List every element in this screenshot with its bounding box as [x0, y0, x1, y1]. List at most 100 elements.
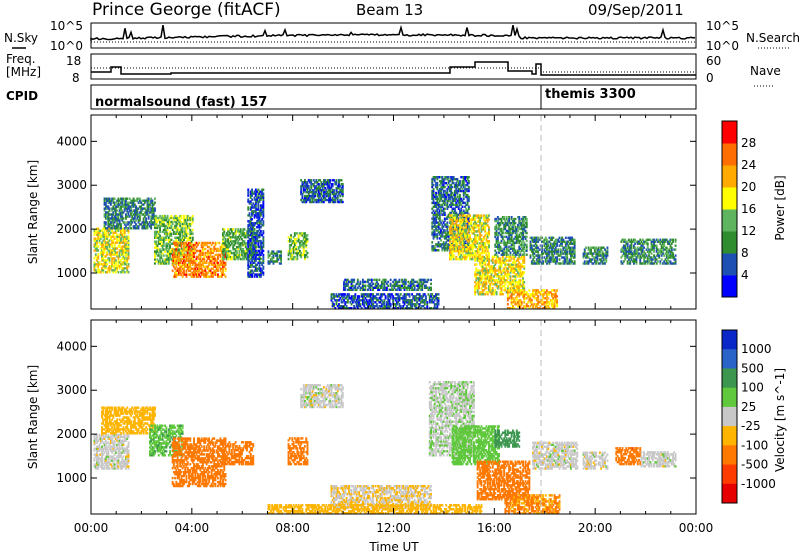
echo-cell	[409, 299, 412, 302]
echo-cell	[446, 205, 449, 208]
echo-cell	[178, 273, 180, 276]
echo-cell	[475, 269, 478, 272]
echo-cell	[118, 209, 121, 212]
echo-cell	[438, 205, 441, 208]
echo-cell	[447, 178, 450, 181]
echo-cell	[409, 286, 412, 289]
echo-cell	[300, 179, 303, 182]
echo-cell	[126, 259, 129, 262]
echo-cell	[451, 244, 454, 247]
echo-cell	[127, 253, 130, 256]
echo-cell	[441, 247, 444, 250]
echo-cell	[456, 193, 459, 197]
echo-cell	[372, 295, 374, 298]
echo-cell	[474, 216, 477, 219]
echo-cell	[322, 181, 325, 184]
echo-cell	[121, 219, 124, 222]
echo-cell	[340, 305, 343, 308]
echo-cell	[249, 243, 252, 247]
echo-cell	[350, 299, 353, 302]
echo-cell	[438, 189, 441, 193]
echo-cell	[329, 181, 332, 184]
echo-cell	[189, 253, 192, 257]
echo-cell	[200, 259, 203, 262]
echo-cell	[183, 252, 185, 255]
echo-cell	[331, 301, 334, 304]
echo-cell	[413, 288, 416, 291]
echo-cell	[272, 252, 275, 255]
echo-cell	[450, 251, 453, 255]
echo-cell	[455, 222, 458, 225]
echo-cell	[259, 210, 262, 213]
echo-cell	[257, 218, 260, 221]
echo-cell	[220, 257, 223, 260]
echo-cell	[442, 221, 445, 224]
echo-cell	[460, 218, 463, 221]
echo-cell	[446, 207, 449, 210]
echo-cell	[353, 307, 356, 310]
echo-cell	[146, 221, 149, 224]
echo-cell	[491, 293, 494, 296]
echo-cell	[220, 275, 223, 278]
echo-cell	[268, 260, 271, 263]
echo-cell	[311, 189, 314, 192]
echo-cell	[175, 247, 178, 251]
echo-cell	[121, 235, 124, 238]
echo-cell	[402, 295, 405, 298]
echo-cell	[460, 250, 463, 253]
echo-cell	[310, 185, 313, 188]
echo-cell	[484, 281, 487, 284]
echo-cell	[238, 250, 241, 253]
echo-cell	[488, 246, 490, 249]
echo-cell	[248, 200, 251, 203]
echo-cell	[304, 250, 306, 253]
echo-cell	[190, 267, 193, 270]
echo-cell	[483, 222, 485, 225]
echo-cell	[126, 249, 129, 252]
echo-cell	[427, 293, 430, 296]
echo-cell	[125, 247, 127, 250]
echo-cell	[489, 279, 492, 282]
echo-cell	[300, 185, 303, 188]
echo-cell	[112, 223, 115, 226]
echo-cell	[491, 279, 494, 282]
echo-cell	[204, 251, 207, 255]
echo-cell	[257, 188, 260, 191]
echo-cell	[165, 242, 168, 245]
echo-cell	[465, 230, 468, 233]
echo-cell	[423, 303, 426, 306]
echo-cell	[121, 199, 124, 202]
echo-cell	[456, 257, 459, 261]
echo-cell	[191, 275, 194, 278]
echo-cell	[466, 238, 469, 241]
echo-cell	[462, 250, 465, 253]
echo-cell	[257, 204, 260, 207]
echo-cell	[166, 244, 169, 247]
echo-cell	[409, 303, 412, 306]
echo-cell	[475, 240, 478, 243]
echo-cell	[262, 208, 265, 211]
echo-cell	[447, 235, 450, 238]
echo-cell	[233, 251, 236, 255]
echo-cell	[485, 267, 488, 270]
echo-cell	[133, 225, 136, 228]
echo-cell	[102, 247, 105, 250]
echo-cell	[403, 282, 406, 286]
echo-cell	[252, 271, 255, 274]
echo-cell	[418, 280, 421, 284]
echo-cell	[253, 198, 256, 201]
echo-cell	[455, 183, 458, 187]
echo-cell	[351, 284, 354, 287]
echo-cell	[244, 250, 247, 253]
echo-cell	[348, 295, 350, 298]
echo-cell	[120, 207, 122, 210]
echo-cell	[201, 269, 204, 272]
echo-cell	[474, 222, 477, 225]
echo-cell	[118, 249, 121, 252]
echo-cell	[184, 220, 187, 224]
echo-cell	[94, 249, 97, 252]
echo-cell	[147, 215, 150, 218]
echo-cell	[188, 265, 190, 268]
echo-cell	[485, 265, 488, 268]
echo-cell	[403, 284, 406, 287]
